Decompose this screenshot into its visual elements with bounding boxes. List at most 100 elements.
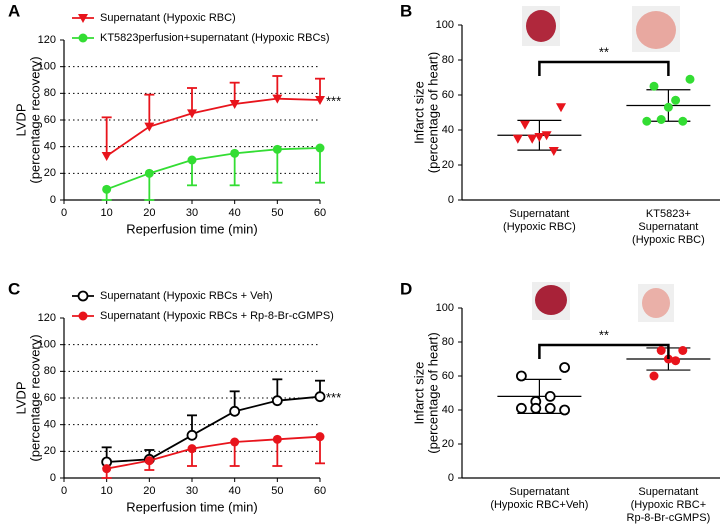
panel: D 0 20 40 60 80 100 Infarct size (percentage of …	[400, 279, 720, 524]
y-axis-label: Infarct size	[411, 362, 426, 425]
y-axis-label: (percentage recovery)	[27, 56, 42, 183]
marker	[315, 432, 325, 442]
y-tick-label: 60	[442, 370, 454, 382]
y-tick-label: 60	[442, 89, 454, 101]
y-tick-label: 80	[442, 336, 454, 348]
x-axis-label: Reperfusion time (min)	[126, 221, 258, 236]
marker	[527, 134, 538, 144]
marker	[559, 362, 570, 373]
marker	[544, 402, 556, 414]
marker	[548, 147, 559, 156]
x-tick-label: Supernatant	[509, 486, 569, 498]
marker	[272, 94, 283, 104]
y-tick-label: 120	[38, 34, 56, 46]
x-tick-label: 50	[271, 485, 283, 497]
marker	[544, 390, 556, 402]
marker	[656, 115, 666, 124]
x-tick-label: Supernatant	[638, 221, 698, 233]
y-tick-label: 100	[436, 302, 454, 314]
x-tick-label: 0	[61, 207, 67, 219]
y-tick-label: 20	[44, 445, 56, 457]
marker	[678, 346, 688, 355]
x-tick-label: (Hypoxic RBC+Veh)	[490, 499, 588, 511]
y-tick-label: 20	[44, 167, 56, 179]
marker	[516, 370, 527, 382]
x-tick-label: 30	[186, 207, 198, 219]
marker	[556, 103, 566, 113]
x-tick-label: (Hypoxic RBC)	[503, 221, 576, 233]
marker	[272, 434, 282, 444]
heart-image	[535, 285, 567, 315]
marker	[144, 168, 154, 178]
x-tick-label: 40	[229, 485, 241, 497]
marker	[520, 120, 530, 130]
marker	[656, 346, 666, 355]
marker	[144, 456, 154, 466]
panel-label: D	[400, 279, 412, 298]
y-tick-label: 60	[44, 392, 56, 404]
marker	[187, 109, 197, 119]
y-axis-label: (percentage recovery)	[27, 334, 42, 461]
significance-bracket	[538, 60, 670, 76]
annotation: **	[599, 44, 609, 59]
marker	[229, 100, 240, 109]
y-tick-label: 120	[38, 312, 56, 324]
heart-image	[526, 10, 556, 42]
x-tick-label: Supernatant	[509, 208, 569, 220]
marker	[272, 144, 282, 154]
marker	[649, 371, 659, 381]
marker	[101, 152, 112, 161]
y-tick-label: 0	[448, 194, 454, 206]
series-line	[106, 147, 321, 191]
marker	[559, 404, 570, 416]
y-tick-label: 0	[50, 472, 56, 484]
x-tick-label: KT5823+	[646, 208, 691, 220]
marker	[187, 444, 197, 454]
series-line	[106, 97, 321, 157]
y-tick-label: 100	[38, 61, 56, 73]
marker	[671, 356, 681, 366]
y-tick-label: 80	[44, 87, 56, 99]
marker	[187, 155, 197, 165]
marker	[512, 134, 523, 144]
x-tick-label: 20	[143, 207, 155, 219]
marker	[663, 102, 673, 112]
marker	[649, 81, 659, 91]
x-tick-label: 10	[101, 207, 113, 219]
marker	[678, 116, 688, 126]
marker	[102, 464, 112, 474]
y-tick-label: 100	[38, 339, 56, 351]
annotation: ***	[326, 93, 341, 108]
legend-marker	[78, 14, 88, 23]
y-tick-label: 80	[44, 365, 56, 377]
y-tick-label: 40	[442, 404, 454, 416]
heart-image	[642, 288, 670, 318]
x-tick-label: 60	[314, 485, 326, 497]
marker	[516, 402, 527, 414]
y-tick-label: 100	[436, 19, 454, 31]
marker	[315, 143, 325, 153]
marker	[230, 437, 240, 447]
legend-marker	[78, 311, 88, 321]
legend-label: Supernatant (Hypoxic RBCs + Veh)	[100, 290, 273, 302]
legend-marker	[78, 33, 88, 43]
y-tick-label: 40	[44, 419, 56, 431]
y-tick-label: 20	[442, 159, 454, 171]
y-tick-label: 40	[44, 141, 56, 153]
marker	[530, 402, 542, 414]
x-tick-label: 40	[229, 207, 241, 219]
marker	[671, 95, 681, 105]
y-axis-label: LVDP	[13, 104, 28, 137]
significance-bracket	[538, 343, 670, 359]
marker	[144, 122, 155, 132]
x-tick-label: (Hypoxic RBC+	[631, 499, 707, 511]
heart-image	[636, 11, 676, 49]
legend-label: Supernatant (Hypoxic RBC)	[100, 12, 236, 24]
y-tick-label: 20	[442, 438, 454, 450]
x-tick-label: Rp-8-Br-cGMPS)	[627, 512, 711, 524]
marker	[230, 148, 240, 158]
heart-photos	[522, 6, 680, 322]
